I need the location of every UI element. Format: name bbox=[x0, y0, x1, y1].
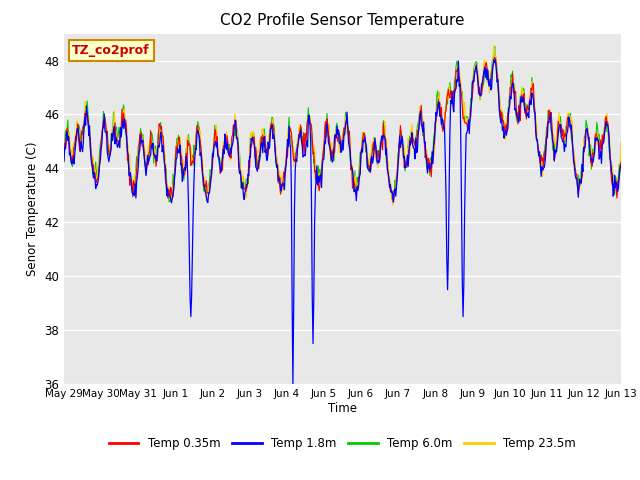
Title: CO2 Profile Sensor Temperature: CO2 Profile Sensor Temperature bbox=[220, 13, 465, 28]
X-axis label: Time: Time bbox=[328, 402, 357, 415]
Text: TZ_co2prof: TZ_co2prof bbox=[72, 44, 150, 57]
Legend: Temp 0.35m, Temp 1.8m, Temp 6.0m, Temp 23.5m: Temp 0.35m, Temp 1.8m, Temp 6.0m, Temp 2… bbox=[104, 433, 581, 455]
Y-axis label: Senor Temperature (C): Senor Temperature (C) bbox=[26, 142, 38, 276]
